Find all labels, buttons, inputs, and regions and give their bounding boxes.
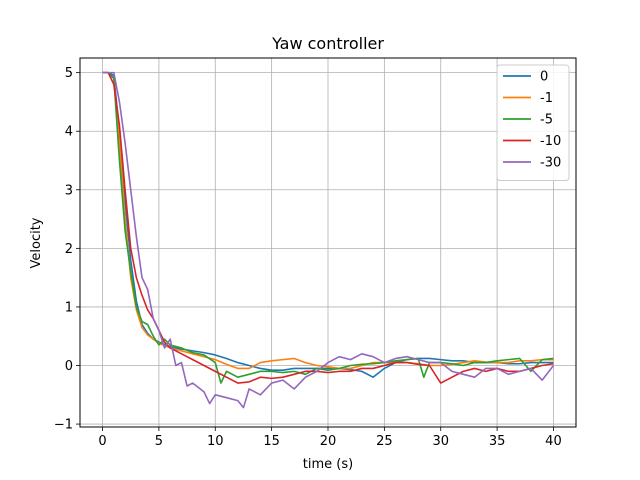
series-line-4 <box>102 71 555 409</box>
x-tick-label: 35 <box>489 434 506 449</box>
legend-label: -1 <box>540 91 553 106</box>
x-tick-label: 0 <box>98 434 106 449</box>
x-axis-title: time (s) <box>303 457 353 472</box>
y-tick-label: −1 <box>54 418 73 433</box>
legend-label: -30 <box>540 156 561 171</box>
legend-label: 0 <box>540 70 548 85</box>
y-tick-label: 1 <box>65 300 73 315</box>
x-tick-label: 5 <box>155 434 163 449</box>
legend-box <box>496 64 570 181</box>
series-line-2 <box>102 71 554 384</box>
y-tick-label: 0 <box>65 359 73 374</box>
y-axis-title: Velocity <box>29 217 44 268</box>
x-tick-label: 40 <box>545 434 562 449</box>
y-tick-label: 5 <box>65 66 73 81</box>
y-tick-label: 4 <box>65 125 73 140</box>
x-tick-label: 25 <box>376 434 393 449</box>
legend: 0 -1 -5 -10 -30 <box>496 64 570 181</box>
legend-label: -10 <box>540 134 561 149</box>
series-line-3 <box>102 71 554 384</box>
series-lines <box>102 71 555 409</box>
legend-label: -5 <box>540 113 553 128</box>
series-line-1 <box>102 71 554 370</box>
chart-title: Yaw controller <box>271 34 384 53</box>
x-tick-label: 10 <box>207 434 224 449</box>
y-tick-label: 2 <box>65 242 73 257</box>
ticks: 0 5 10 15 20 25 30 35 40 −1 0 1 2 3 4 5 <box>54 66 562 449</box>
x-tick-label: 20 <box>320 434 337 449</box>
x-tick-label: 15 <box>263 434 280 449</box>
y-tick-label: 3 <box>65 183 73 198</box>
x-tick-label: 30 <box>432 434 449 449</box>
